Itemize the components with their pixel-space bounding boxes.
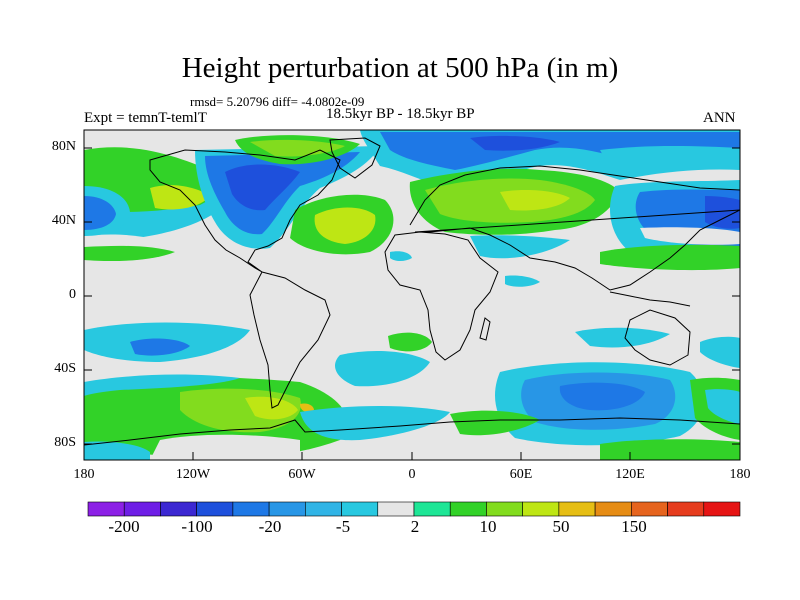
season-label: ANN [703, 110, 736, 126]
colorbar-label: 50 [552, 517, 570, 536]
period-label: 18.5kyr BP - 18.5kyr BP [326, 106, 475, 122]
eurasia-coastline [409, 165, 740, 291]
x-tick-label: 60W [288, 467, 316, 482]
contour-band [245, 396, 298, 420]
contour-band [84, 441, 150, 460]
x-tick-label: 60E [509, 467, 533, 482]
colorbar-label: -20 [258, 517, 282, 536]
x-tick-label: 120E [615, 467, 645, 482]
colorbar-box [123, 501, 161, 517]
contour-band [250, 139, 345, 157]
colorbar-box [232, 501, 270, 517]
colorbar [87, 501, 741, 517]
contour-band [150, 434, 300, 460]
colorbar-label: -5 [335, 517, 351, 536]
contour-band [388, 332, 432, 352]
colorbar-box [341, 501, 379, 517]
colorbar-box [377, 501, 415, 517]
contour-band [380, 132, 740, 170]
greenland-coastline [329, 137, 381, 179]
antarctica-coastline [84, 417, 740, 446]
contour-band [559, 382, 645, 411]
colorbar-box [87, 501, 125, 517]
colorbar-box [160, 501, 197, 517]
contour-band [470, 235, 570, 259]
y-tick-label: 0 [69, 287, 76, 302]
colorbar-box [594, 501, 632, 517]
contour-band [705, 389, 740, 424]
contour-band [500, 190, 570, 211]
contour-band [84, 374, 240, 396]
y-tick-label: 80N [51, 139, 76, 154]
contour-band [390, 251, 412, 261]
y-tick-label: 40S [54, 361, 76, 376]
australia-coastline [624, 309, 691, 366]
colorbar-label: -200 [108, 517, 140, 536]
colorbar-box [667, 501, 705, 517]
colorbar-label: 150 [621, 517, 647, 536]
coastlines [84, 137, 740, 446]
colorbar-box [449, 501, 487, 517]
colorbar-box [522, 501, 560, 517]
x-tick-label: 120W [175, 467, 211, 482]
contour-band [700, 336, 740, 368]
north-america-coastline [149, 149, 341, 273]
x-tick-label: 180 [73, 467, 95, 482]
colorbar-label: 2 [410, 517, 420, 536]
colorbar-box [486, 501, 523, 517]
x-tick-label: 0 [408, 467, 416, 482]
contour-band [600, 439, 740, 460]
y-tick-label: 40N [51, 213, 76, 228]
contour-band [505, 275, 540, 287]
contour-band [335, 350, 430, 387]
chart-title: Height perturbation at 500 hPa (in m) [181, 52, 619, 84]
contour-band [705, 196, 740, 229]
contour-band [600, 146, 740, 168]
colorbar-box [268, 501, 306, 517]
contour-band [225, 164, 300, 211]
contour-band [84, 245, 175, 262]
indonesia-coastline [609, 291, 691, 307]
stats-line: rmsd= 5.20796 diff= -4.0802e-09 [190, 94, 365, 109]
colorbar-box [196, 501, 234, 517]
colorbar-label: -100 [181, 517, 213, 536]
contour-band [640, 227, 740, 245]
contour-band [314, 207, 376, 244]
contour-band [450, 410, 540, 436]
colorbar-box [631, 501, 668, 517]
x-tick-label: 180 [729, 467, 751, 482]
colorbar-box [305, 501, 342, 517]
y-tick-label: 80S [54, 435, 76, 450]
contour-band [130, 338, 190, 356]
axis-ticks [84, 147, 740, 460]
colorbar-box [558, 501, 596, 517]
colorbar-box [703, 501, 741, 517]
africa-coastline [384, 231, 499, 361]
contour-band [470, 135, 560, 151]
south-america-coastline [249, 271, 331, 409]
contour-band [300, 406, 450, 441]
experiment-label: Expt = temnT-temlT [84, 110, 207, 126]
colorbar-label: 10 [479, 517, 497, 536]
madagascar-coastline [479, 317, 491, 341]
colorbar-box [413, 501, 451, 517]
contour-band [150, 185, 210, 210]
contour-band [575, 327, 670, 348]
contour-band [300, 403, 314, 412]
